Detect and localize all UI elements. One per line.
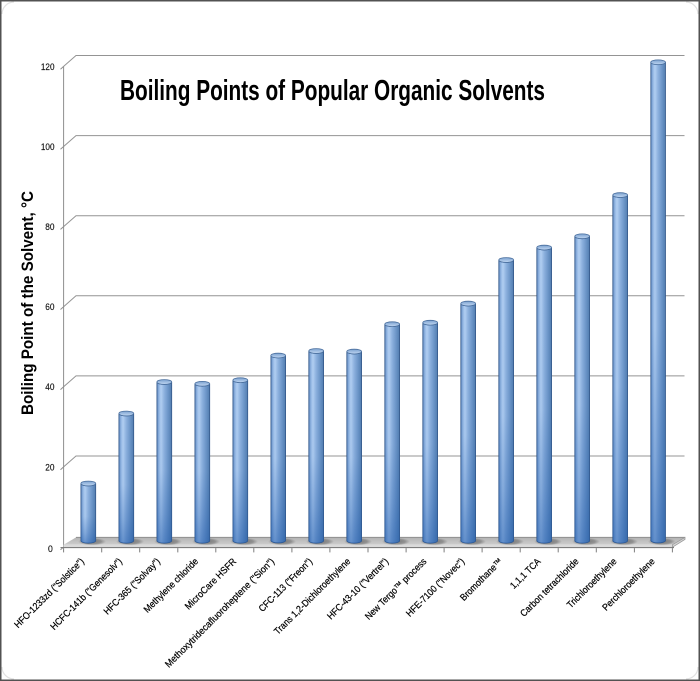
svg-text:60: 60 [45, 302, 54, 313]
svg-text:Boiling Point of the Solvent,: Boiling Point of the Solvent, °C [18, 191, 37, 415]
svg-text:80: 80 [45, 222, 54, 233]
svg-text:120: 120 [41, 62, 55, 73]
svg-text:0: 0 [48, 544, 53, 555]
svg-text:20: 20 [45, 462, 54, 473]
svg-text:Boiling Points of Popular Orga: Boiling Points of Popular Organic Solven… [120, 75, 545, 107]
svg-text:40: 40 [45, 382, 54, 393]
svg-text:100: 100 [41, 142, 55, 153]
